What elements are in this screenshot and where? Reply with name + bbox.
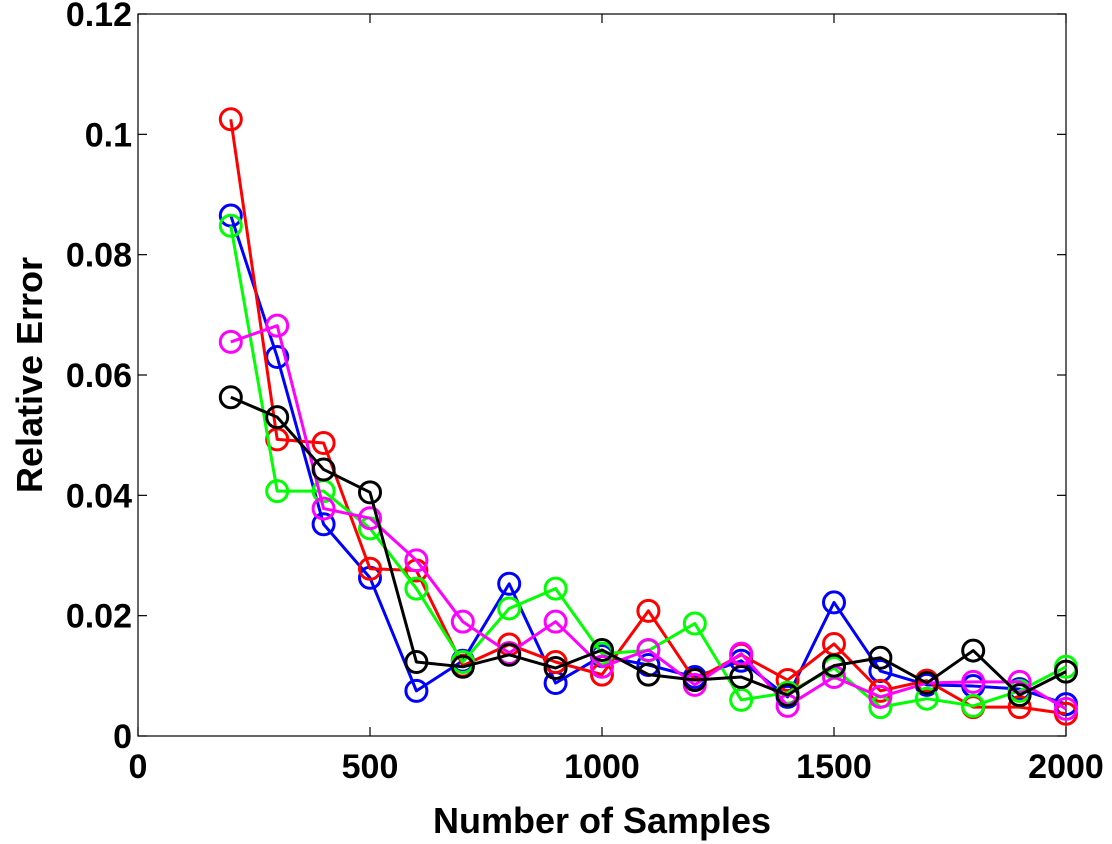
data-point-magenta	[729, 641, 754, 666]
y-tick-label: 0.08	[66, 237, 132, 275]
y-tick-label: 0.06	[66, 357, 132, 395]
data-point-black	[311, 457, 336, 482]
data-point-magenta	[218, 329, 243, 354]
data-point-black	[914, 671, 939, 696]
data-point-red	[1007, 695, 1032, 720]
data-point-red	[311, 430, 336, 455]
data-point-black	[636, 662, 661, 687]
x-tick-label: 1500	[796, 748, 872, 786]
data-point-black	[543, 656, 568, 681]
y-tick-label: 0.12	[66, 0, 132, 34]
data-point-green	[497, 596, 522, 621]
data-point-green	[265, 479, 290, 504]
y-tick-label: 0.02	[66, 598, 132, 636]
data-point-black	[450, 654, 475, 679]
data-point-black	[1054, 659, 1078, 684]
series-black	[218, 385, 1078, 708]
data-point-red	[543, 649, 568, 674]
data-point-black	[729, 665, 754, 690]
data-point-black	[404, 649, 429, 674]
data-point-blue	[497, 571, 522, 596]
data-point-blue	[404, 678, 429, 703]
y-tick-label: 0.04	[66, 477, 132, 515]
data-point-black	[775, 683, 800, 708]
data-point-magenta	[868, 684, 893, 709]
data-point-black	[590, 637, 614, 662]
data-point-black	[1007, 683, 1032, 708]
data-point-blue	[822, 590, 846, 615]
y-tick-label: 0	[113, 718, 132, 756]
data-point-red	[636, 598, 661, 623]
data-point-black	[497, 642, 522, 667]
data-point-magenta	[636, 637, 661, 662]
data-point-magenta	[961, 669, 986, 694]
series-line-black	[230, 395, 1067, 697]
data-point-magenta	[311, 496, 336, 521]
data-point-black	[265, 405, 290, 430]
data-point-black	[822, 653, 846, 678]
data-point-black	[961, 638, 986, 663]
x-tick-label: 500	[342, 748, 399, 786]
data-point-green	[961, 693, 986, 718]
y-axis-title: Relative Error	[9, 257, 50, 493]
data-point-magenta	[450, 609, 475, 634]
data-point-red	[218, 107, 243, 132]
x-tick-label: 1000	[564, 748, 640, 786]
data-point-green	[682, 611, 707, 636]
data-point-black	[682, 668, 707, 693]
y-tick-label: 0.1	[85, 116, 132, 154]
data-point-red	[358, 556, 382, 581]
data-point-magenta	[358, 506, 382, 531]
data-point-green	[914, 686, 939, 711]
series-layer	[218, 107, 1078, 726]
data-point-green	[218, 213, 243, 238]
data-point-magenta	[590, 654, 614, 679]
x-tick-label: 0	[129, 748, 148, 786]
x-tick-label: 2000	[1028, 748, 1104, 786]
x-axis-title: Number of Samples	[433, 800, 771, 841]
data-point-green	[729, 687, 754, 712]
data-point-green	[404, 576, 429, 601]
series-line-red	[229, 119, 1067, 716]
data-point-magenta	[543, 609, 568, 634]
data-point-blue	[311, 512, 336, 537]
data-point-magenta	[404, 548, 429, 573]
data-point-green	[543, 576, 568, 601]
data-point-red	[775, 668, 800, 693]
data-point-magenta	[1054, 696, 1078, 721]
data-point-magenta	[1007, 669, 1032, 694]
data-point-black	[218, 385, 243, 410]
data-point-black	[868, 645, 893, 670]
axes: 0 500 1000 1500 2000 0 0.02 0.04 0.06 0.08 0.1 0.12	[66, 0, 1104, 786]
data-point-black	[358, 480, 382, 505]
data-point-magenta	[265, 313, 290, 338]
